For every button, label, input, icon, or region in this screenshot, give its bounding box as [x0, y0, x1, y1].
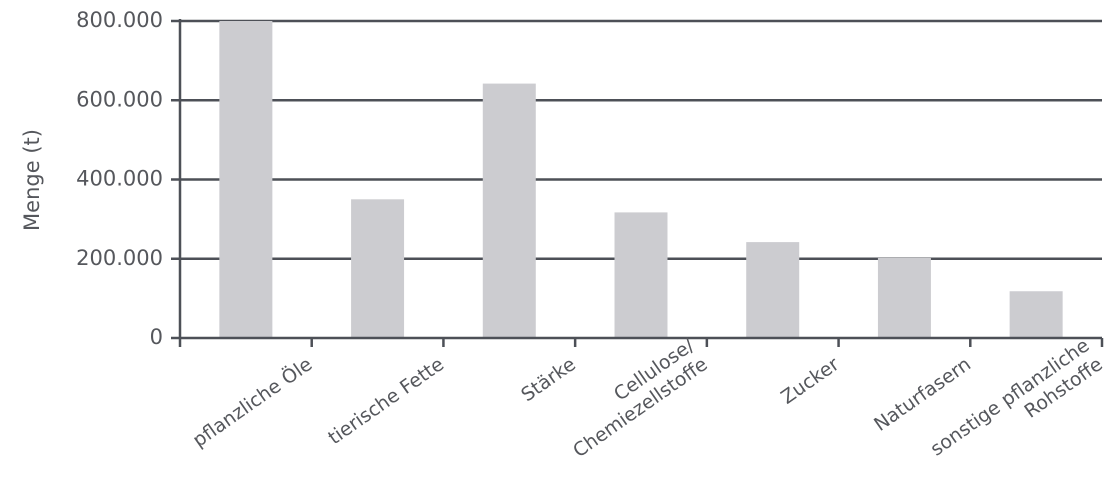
bar	[482, 83, 536, 338]
y-tick-label: 400.000	[76, 167, 163, 191]
x-category-label: tierische Fette	[324, 353, 448, 449]
y-tick-label: 800.000	[76, 8, 163, 32]
bar	[614, 212, 668, 338]
bar	[877, 257, 931, 338]
x-tick-label: Stärke	[517, 353, 580, 406]
y-tick-label: 0	[150, 325, 163, 349]
axes	[171, 19, 1104, 347]
y-tick-labels: 0 200.000 400.000 600.000 800.000	[76, 8, 163, 349]
x-tick-label: pflanzliche Öle	[188, 352, 316, 451]
bar	[1009, 291, 1063, 338]
x-category-label: pflanzliche Öle	[188, 352, 316, 451]
y-axis-title: Menge (t)	[20, 129, 44, 231]
x-category-label: Cellulose/Chemiezellstoffe	[569, 334, 711, 462]
x-tick-label: tierische Fette	[324, 353, 448, 449]
bar	[219, 21, 273, 338]
bar	[746, 242, 800, 338]
x-tick-label: Zucker	[777, 353, 843, 409]
bar	[351, 199, 405, 338]
x-category-labels: pflanzliche Öle tierische Fette Stärke Cell…	[188, 334, 1107, 462]
y-tick-label: 200.000	[76, 246, 163, 270]
y-tick-label: 600.000	[76, 87, 163, 111]
x-category-label: Stärke	[517, 353, 580, 406]
bars	[219, 21, 1063, 338]
x-category-label: Zucker	[777, 353, 843, 409]
